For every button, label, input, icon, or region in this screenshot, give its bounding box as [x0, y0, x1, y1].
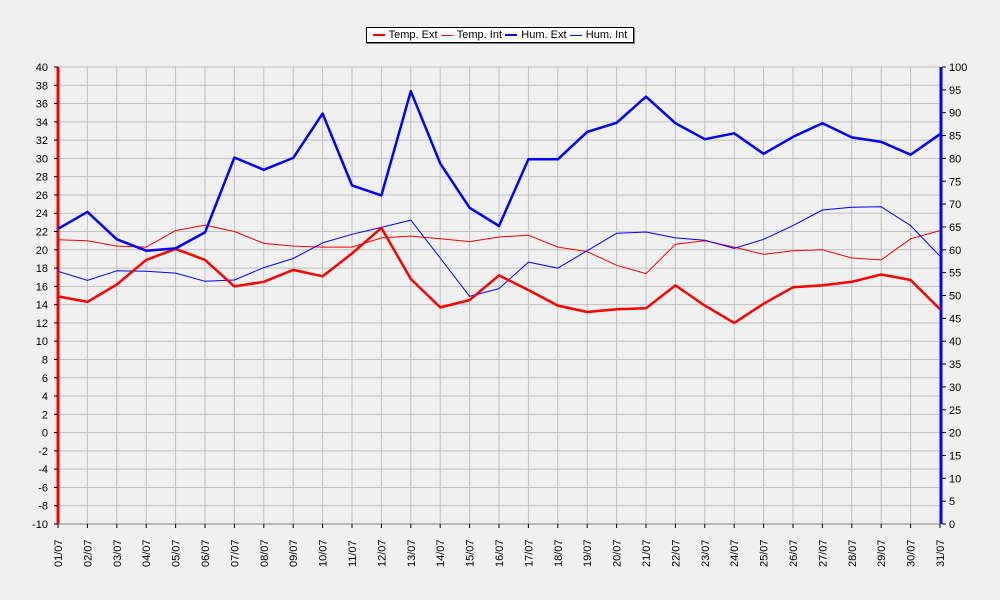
left-tick-label: 22 [36, 227, 48, 239]
series-line-temp-ext [57, 226, 941, 325]
left-tick-label: 10 [36, 336, 48, 348]
left-tick-label: 28 [36, 172, 48, 184]
x-tick-label: 24/07 [729, 539, 741, 567]
right-tick-label: 95 [949, 85, 961, 97]
legend-swatch-temp-int [440, 34, 453, 36]
right-tick-label: 10 [949, 473, 961, 485]
x-tick-label: 23/07 [700, 539, 712, 567]
series-line-temp-int [57, 224, 941, 275]
right-tick-label: 70 [949, 199, 961, 211]
right-tick-label: 85 [949, 131, 961, 143]
left-tick-label: -10 [32, 519, 48, 531]
x-tick-label: 08/07 [259, 539, 271, 567]
legend-swatch-hum-ext [505, 34, 518, 36]
left-tick-label: 12 [36, 318, 48, 330]
left-tick-label: 6 [42, 373, 48, 385]
x-tick-label: 14/07 [435, 539, 447, 567]
x-tick-label: 16/07 [494, 539, 506, 567]
left-tick-label: -8 [38, 501, 48, 513]
legend-item-temp-int: Temp. Int [440, 29, 503, 41]
legend-label-temp-int: Temp. Int [456, 29, 503, 41]
right-tick-label: 80 [949, 153, 961, 165]
right-tick-label: 100 [949, 62, 967, 74]
left-tick-label: 8 [42, 354, 48, 366]
x-tick-label: 03/07 [112, 539, 124, 567]
x-tick-label: 13/07 [406, 539, 418, 567]
legend: Temp. Ext Temp. Int Hum. Ext Hum. Int [366, 27, 634, 43]
x-tick-label: 18/07 [553, 539, 565, 567]
legend-item-temp-ext: Temp. Ext [372, 29, 438, 41]
legend-swatch-hum-int [569, 34, 582, 36]
x-tick-label: 06/07 [200, 539, 212, 567]
left-tick-label: 18 [36, 263, 48, 275]
right-tick-label: 40 [949, 336, 961, 348]
legend-item-hum-ext: Hum. Ext [505, 29, 567, 41]
right-tick-label: 45 [949, 313, 961, 325]
left-tick-label: 14 [36, 300, 48, 312]
right-tick-label: 0 [949, 519, 955, 531]
right-tick-label: 35 [949, 359, 961, 371]
left-tick-label: 34 [36, 117, 48, 129]
right-tick-label: 55 [949, 268, 961, 280]
x-tick-label: 27/07 [817, 539, 829, 567]
x-tick-label: 29/07 [876, 539, 888, 567]
x-tick-label: 26/07 [788, 539, 800, 567]
x-tick-label: 22/07 [670, 539, 682, 567]
right-tick-label: 75 [949, 176, 961, 188]
left-tick-label: -6 [38, 482, 48, 494]
right-tick-label: 20 [949, 428, 961, 440]
legend-label-temp-ext: Temp. Ext [388, 29, 438, 41]
x-tick-label: 31/07 [935, 539, 947, 567]
legend-swatch-temp-ext [372, 34, 385, 36]
x-tick-label: 04/07 [141, 539, 153, 567]
left-tick-label: 24 [36, 208, 48, 220]
x-tick-label: 25/07 [759, 539, 771, 567]
right-tick-label: 90 [949, 108, 961, 120]
left-tick-label: -4 [38, 464, 48, 476]
left-tick-label: 2 [42, 409, 48, 421]
legend-label-hum-int: Hum. Int [585, 29, 628, 41]
x-tick-label: 05/07 [171, 539, 183, 567]
x-tick-label: 17/07 [523, 539, 535, 567]
x-tick-label: 10/07 [318, 539, 330, 567]
x-tick-label: 07/07 [229, 539, 241, 567]
right-tick-label: 50 [949, 291, 961, 303]
x-tick-label: 09/07 [288, 539, 300, 567]
x-tick-label: 12/07 [376, 539, 388, 567]
right-tick-label: 25 [949, 405, 961, 417]
left-tick-label: 4 [42, 391, 48, 403]
legend-item-hum-int: Hum. Int [569, 29, 628, 41]
right-tick-label: 30 [949, 382, 961, 394]
series-line-hum-int [57, 206, 941, 297]
right-tick-label: 65 [949, 222, 961, 234]
x-tick-label: 02/07 [82, 539, 94, 567]
x-tick-label: 21/07 [641, 539, 653, 567]
series-line-hum-ext [57, 89, 941, 252]
right-tick-label: 60 [949, 245, 961, 257]
left-tick-label: 32 [36, 135, 48, 147]
x-tick-label: 15/07 [465, 539, 477, 567]
x-tick-label: 30/07 [906, 539, 918, 567]
left-tick-label: 36 [36, 99, 48, 111]
x-tick-label: 19/07 [582, 539, 594, 567]
left-tick-label: 20 [36, 245, 48, 257]
left-tick-label: 38 [36, 80, 48, 92]
x-tick-label: 01/07 [53, 539, 65, 567]
left-tick-label: -2 [38, 446, 48, 458]
x-tick-label: 20/07 [612, 539, 624, 567]
left-tick-label: 16 [36, 281, 48, 293]
x-tick-label: 11/07 [347, 540, 359, 567]
legend-label-hum-ext: Hum. Ext [521, 29, 567, 41]
left-tick-label: 40 [36, 62, 48, 74]
left-tick-label: 26 [36, 190, 48, 202]
left-tick-label: 30 [36, 153, 48, 165]
right-tick-label: 15 [949, 450, 961, 462]
left-tick-label: 0 [42, 428, 48, 440]
right-tick-label: 5 [949, 496, 955, 508]
x-tick-label: 28/07 [847, 539, 859, 567]
